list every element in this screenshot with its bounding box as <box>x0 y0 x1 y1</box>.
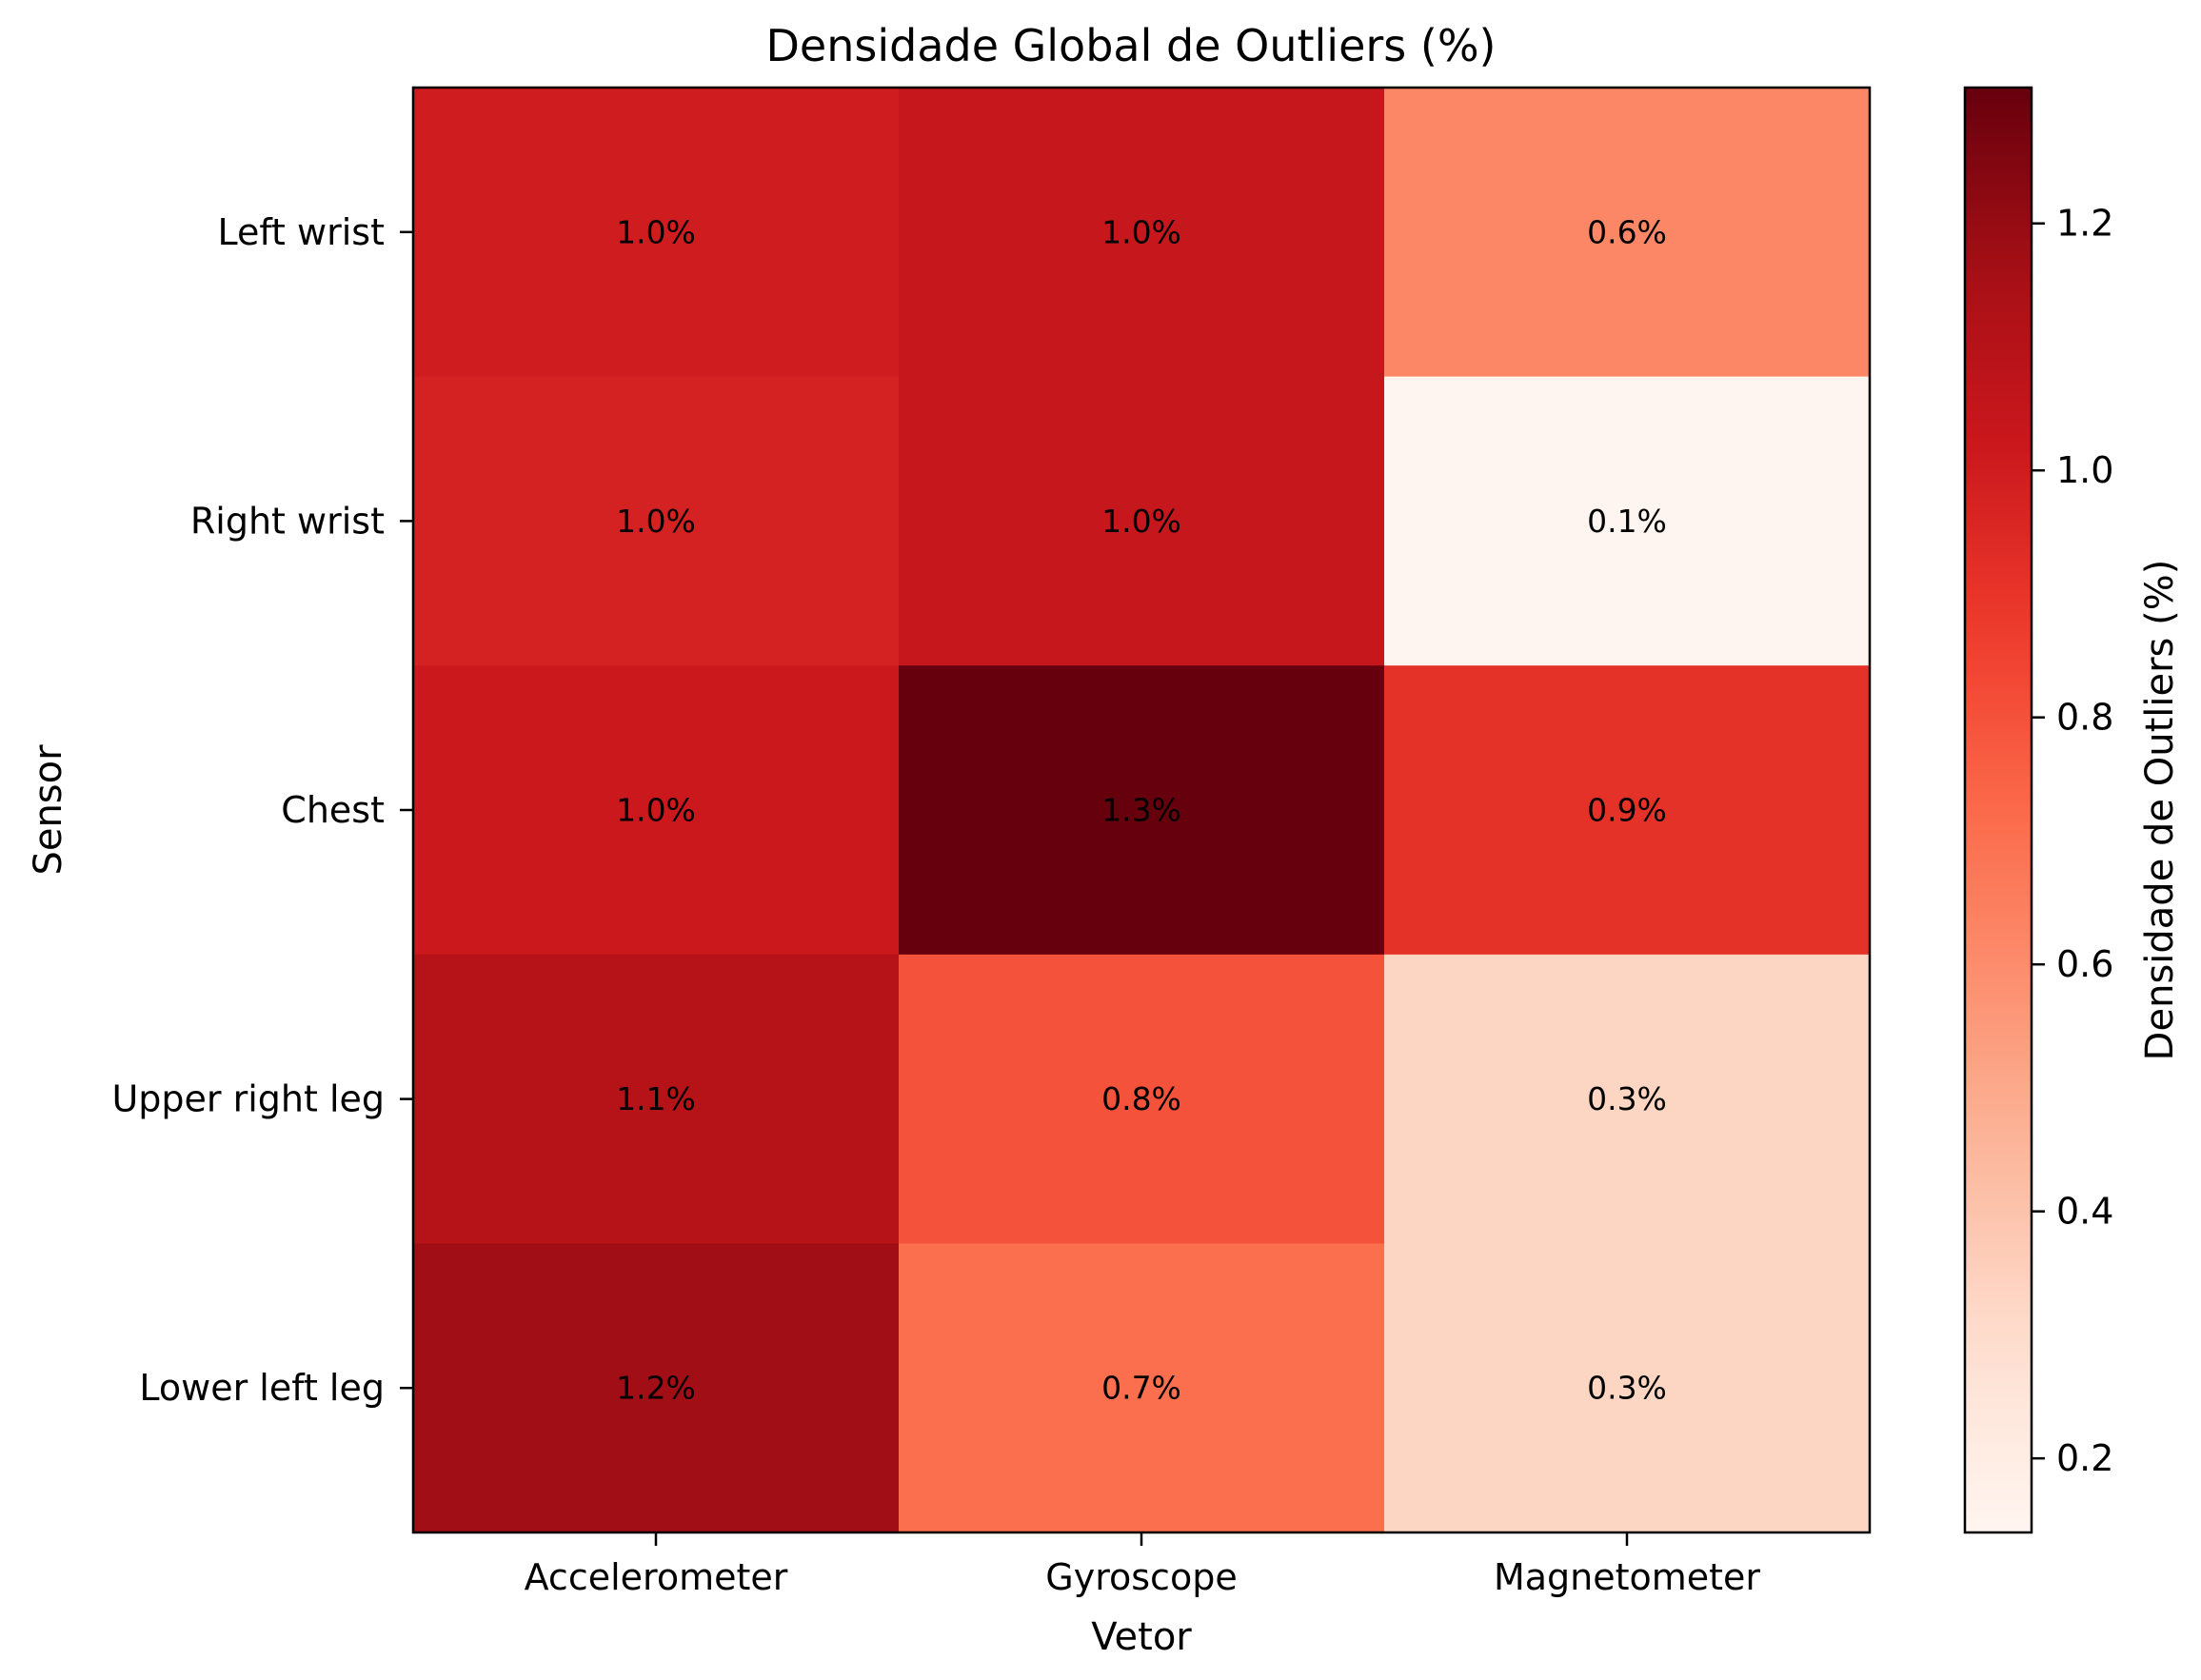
heatmap-cell <box>899 954 1385 1244</box>
cell-value-label: 1.0% <box>616 503 696 540</box>
colorbar-frame <box>1963 86 2033 1534</box>
heatmap-cell <box>1384 665 1871 956</box>
heatmap-cell <box>899 1243 1385 1533</box>
y-axis: Left wrist Right wrist Chest Upper right le… <box>111 211 413 1409</box>
colorbar-tick-label: 0.4 <box>2056 1191 2113 1233</box>
heatmap-cell <box>1384 954 1871 1244</box>
cell-value-label: 1.0% <box>1101 503 1181 540</box>
colorbar-tick-label: 0.8 <box>2056 697 2113 739</box>
y-axis-label: Sensor <box>27 744 70 876</box>
cell-value-label: 1.1% <box>616 1080 696 1117</box>
colorbar-tick-label: 0.2 <box>2056 1437 2113 1479</box>
cell-value-label: 0.3% <box>1587 1080 1667 1117</box>
x-tick-label: Magnetometer <box>1494 1556 1760 1598</box>
colorbar-ticks: 0.2 0.4 0.6 0.8 1.0 1.2 <box>2032 203 2113 1479</box>
heatmap-cell <box>1384 1243 1871 1533</box>
heatmap-cell <box>1384 376 1871 666</box>
y-tick-label: Lower left leg <box>139 1367 385 1409</box>
y-tick-label: Left wrist <box>217 211 385 253</box>
y-tick-label: Upper right leg <box>111 1078 385 1120</box>
heatmap-cell <box>899 88 1385 378</box>
x-tick-label: Gyroscope <box>1045 1556 1237 1598</box>
colorbar-tick-label: 1.0 <box>2056 449 2113 491</box>
colorbar-label: Densidade de Outliers (%) <box>2138 560 2182 1061</box>
cell-value-label: 0.6% <box>1587 213 1667 250</box>
x-axis: Accelerometer Gyroscope Magnetometer <box>525 1532 1760 1598</box>
colorbar-tick-label: 0.6 <box>2056 943 2113 985</box>
cell-value-label: 0.1% <box>1587 503 1667 540</box>
y-tick-label: Chest <box>281 789 385 831</box>
heatmap-cells: 1.0% 1.0% 0.6% 1.0% 1.0% 0.1% 1.0% 1.3% 0.9% 1.1%… <box>413 88 1871 1533</box>
cell-value-label: 1.0% <box>1101 213 1181 250</box>
cell-value-label: 1.3% <box>1101 792 1181 829</box>
heatmap-cell <box>413 1243 900 1533</box>
cell-value-label: 1.0% <box>616 213 696 250</box>
chart-title: Densidade Global de Outliers (%) <box>766 20 1497 71</box>
y-tick-label: Right wrist <box>190 500 385 542</box>
colorbar-tick-label: 1.2 <box>2056 203 2113 245</box>
heatmap-cell <box>899 376 1385 666</box>
heatmap-cell <box>413 88 900 378</box>
heatmap-cell <box>1384 88 1871 378</box>
cell-value-label: 1.2% <box>616 1370 696 1407</box>
heatmap-cell <box>899 665 1385 956</box>
cell-value-label: 0.7% <box>1101 1370 1181 1407</box>
cell-value-label: 0.3% <box>1587 1370 1667 1407</box>
x-axis-label: Vetor <box>1091 1615 1192 1659</box>
x-tick-label: Accelerometer <box>525 1556 788 1598</box>
cell-value-label: 1.0% <box>616 792 696 829</box>
cell-value-label: 0.8% <box>1101 1080 1181 1117</box>
heatmap-cell <box>413 665 900 956</box>
heatmap-cell <box>413 376 900 666</box>
colorbar <box>1965 88 2032 1532</box>
cell-value-label: 0.9% <box>1587 792 1667 829</box>
heatmap-cell <box>413 954 900 1244</box>
